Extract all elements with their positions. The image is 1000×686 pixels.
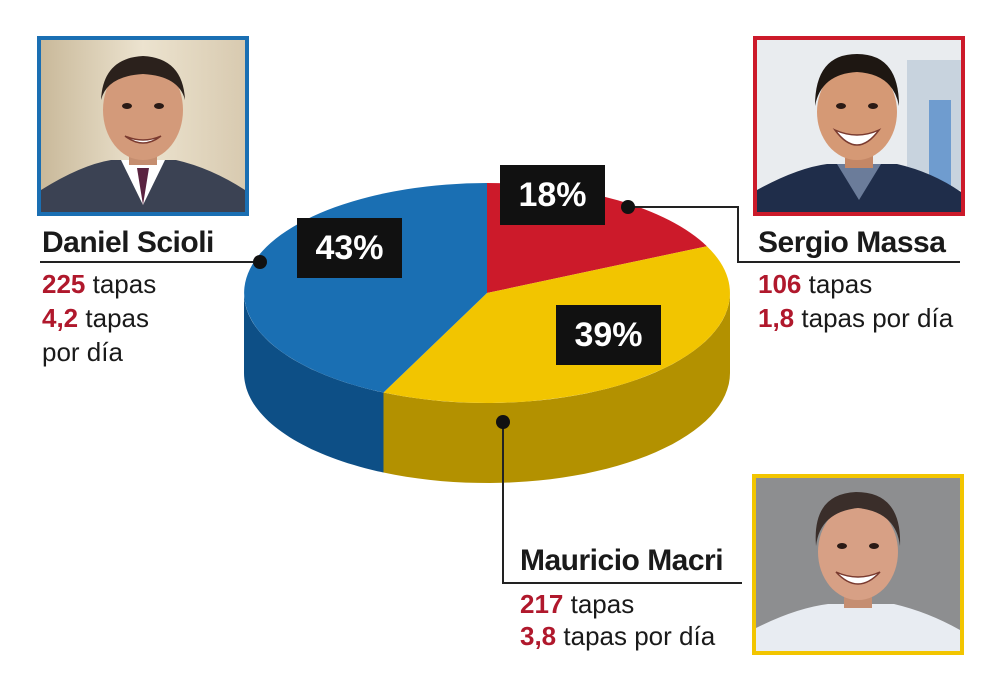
massa-per-day-label: tapas por día [801, 303, 954, 333]
massa-tapas: 106 tapas [758, 268, 872, 300]
leader-line-macri [502, 422, 742, 584]
macri-per-day: 3,8 tapas por día [520, 620, 715, 652]
scioli-tapas-label: tapas [92, 269, 157, 299]
macri-tapas-count: 217 [520, 589, 564, 619]
scioli-per-day-line2: por día [42, 337, 123, 367]
pct-label-scioli: 43% [297, 218, 402, 278]
macri-per-day-value: 3,8 [520, 621, 557, 651]
macri-per-day-label: tapas por día [563, 621, 716, 651]
macri-tapas: 217 tapas [520, 588, 634, 620]
scioli-per-day-value: 4,2 [42, 303, 79, 333]
massa-tapas-count: 106 [758, 269, 802, 299]
leader-dot-macri [496, 415, 510, 429]
pct-label-massa: 18% [500, 165, 605, 225]
mauricio-macri-portrait [752, 474, 964, 655]
macri-name: Mauricio Macri [520, 544, 724, 577]
massa-tapas-label: tapas [808, 269, 873, 299]
scioli-per-day: 4,2 tapas [42, 302, 149, 334]
massa-per-day: 1,8 tapas por día [758, 302, 953, 334]
leader-dot-scioli [253, 255, 267, 269]
pie-side-macri [383, 293, 730, 483]
massa-name: Sergio Massa [758, 226, 946, 259]
macri-tapas-label: tapas [570, 589, 635, 619]
pct-label-macri: 39% [556, 305, 661, 365]
daniel-scioli-portrait [37, 36, 249, 216]
scioli-tapas-count: 225 [42, 269, 86, 299]
leader-dot-massa [621, 200, 635, 214]
massa-per-day-value: 1,8 [758, 303, 795, 333]
scioli-name: Daniel Scioli [42, 226, 214, 259]
sergio-massa-portrait [753, 36, 965, 216]
scioli-per-day-label-1: tapas [85, 303, 149, 333]
pie-side-scioli [244, 293, 384, 473]
leader-line-massa [628, 206, 960, 263]
scioli-tapas: 225 tapas [42, 268, 156, 300]
